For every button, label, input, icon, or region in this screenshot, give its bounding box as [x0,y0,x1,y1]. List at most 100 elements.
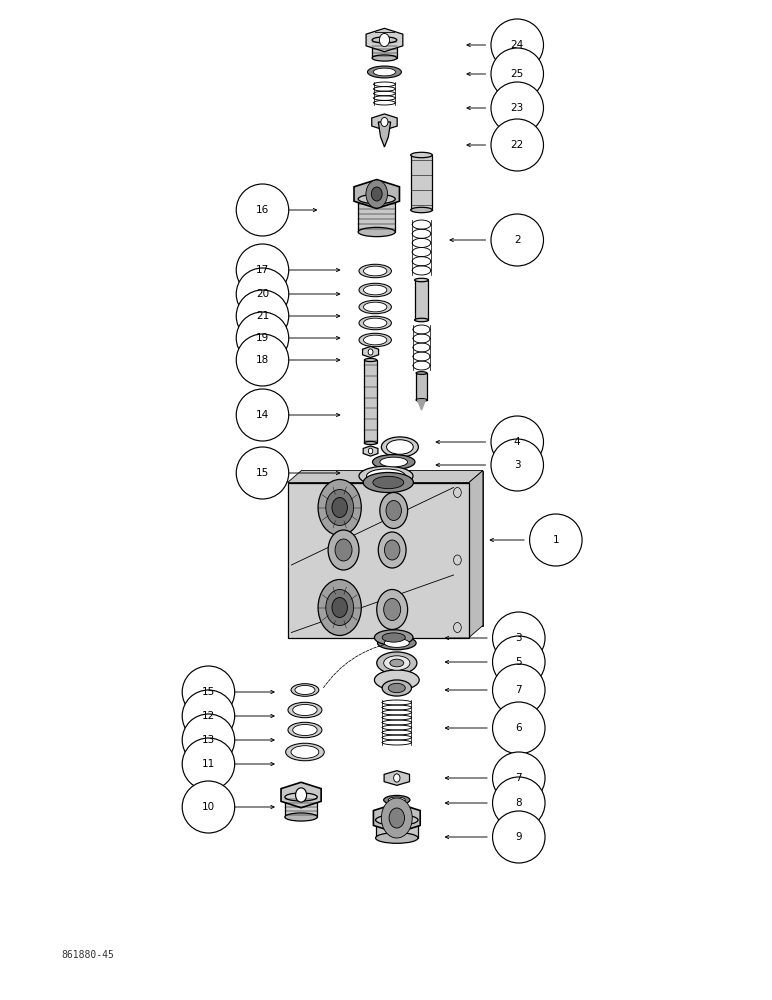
Circle shape [379,33,390,47]
Ellipse shape [388,797,405,803]
Ellipse shape [364,302,387,312]
Text: 5: 5 [516,657,522,667]
Text: 17: 17 [256,265,269,275]
Ellipse shape [291,746,319,758]
Ellipse shape [364,358,377,362]
Ellipse shape [182,781,235,833]
Ellipse shape [364,266,387,276]
Ellipse shape [236,389,289,441]
Bar [416,373,427,400]
Ellipse shape [285,793,317,801]
Circle shape [381,798,412,838]
Circle shape [389,808,405,828]
Ellipse shape [359,264,391,278]
Text: 20: 20 [256,289,269,299]
Circle shape [377,589,408,630]
Circle shape [296,788,306,802]
Ellipse shape [358,227,395,237]
Ellipse shape [285,813,317,821]
Ellipse shape [286,743,324,761]
Ellipse shape [359,333,391,347]
Bar [411,155,432,210]
Polygon shape [384,771,409,785]
Bar [358,199,395,232]
Ellipse shape [364,472,414,493]
Ellipse shape [387,440,413,454]
Ellipse shape [295,685,315,695]
Ellipse shape [374,670,419,690]
Ellipse shape [491,119,543,171]
Ellipse shape [359,316,391,330]
Ellipse shape [372,37,397,43]
Polygon shape [301,471,483,626]
Ellipse shape [493,612,545,664]
Ellipse shape [236,447,289,499]
Ellipse shape [182,690,235,742]
Ellipse shape [236,268,289,320]
Text: 14: 14 [256,410,269,420]
Ellipse shape [491,439,543,491]
Text: 861880-45: 861880-45 [62,950,114,960]
Ellipse shape [378,636,416,650]
Ellipse shape [416,399,427,401]
Circle shape [368,349,373,355]
Circle shape [371,186,383,202]
Text: 10: 10 [201,802,215,812]
Text: 25: 25 [510,69,524,79]
Text: 24: 24 [510,40,524,50]
Circle shape [318,480,361,536]
Ellipse shape [493,702,545,754]
Ellipse shape [493,777,545,829]
Text: 16: 16 [256,205,269,215]
Ellipse shape [375,833,418,843]
Ellipse shape [364,335,387,345]
Text: 3: 3 [516,633,522,643]
Ellipse shape [293,724,317,736]
Ellipse shape [415,278,428,282]
Text: 11: 11 [201,759,215,769]
Ellipse shape [390,659,404,667]
Text: 22: 22 [510,140,524,150]
Ellipse shape [491,416,543,468]
Polygon shape [374,803,420,833]
Ellipse shape [377,652,417,674]
Polygon shape [372,114,397,130]
Text: 3: 3 [514,460,520,470]
Bar [375,820,418,838]
Ellipse shape [493,811,545,863]
Polygon shape [418,400,425,410]
Ellipse shape [373,455,415,469]
Polygon shape [366,28,403,52]
Circle shape [384,540,400,560]
Ellipse shape [236,244,289,296]
Ellipse shape [375,815,418,825]
Ellipse shape [374,630,413,645]
Text: 15: 15 [201,687,215,697]
Ellipse shape [236,184,289,236]
Ellipse shape [491,82,543,134]
Ellipse shape [374,68,395,76]
Text: 6: 6 [516,723,522,733]
Ellipse shape [493,664,545,716]
Ellipse shape [372,55,397,61]
Ellipse shape [364,318,387,328]
Ellipse shape [367,469,405,483]
Ellipse shape [384,795,410,805]
Ellipse shape [416,372,427,374]
Circle shape [332,598,347,618]
Ellipse shape [182,738,235,790]
Circle shape [391,810,403,826]
Text: 18: 18 [256,355,269,365]
Polygon shape [281,782,321,808]
Ellipse shape [384,639,409,647]
Circle shape [326,490,354,526]
Bar [415,280,428,320]
Ellipse shape [236,334,289,386]
Ellipse shape [293,704,317,716]
Bar [285,797,317,817]
Ellipse shape [493,752,545,804]
Circle shape [371,187,382,201]
Polygon shape [469,471,483,638]
Bar [364,360,377,443]
Circle shape [384,598,401,620]
